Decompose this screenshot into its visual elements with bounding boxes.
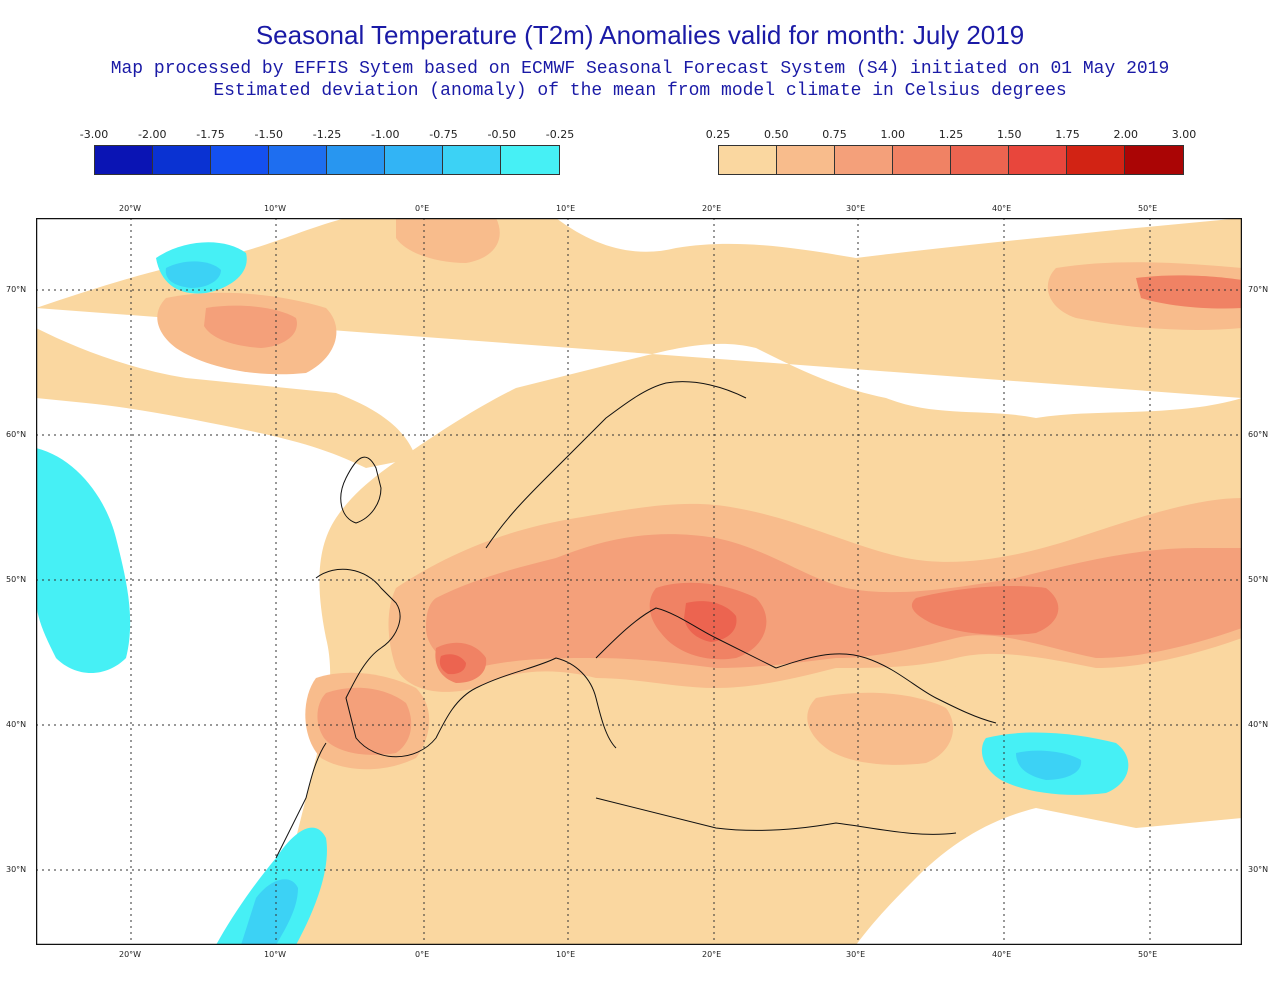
legend-positive-swatch-7 (1125, 146, 1183, 174)
legend-positive-swatch-2 (835, 146, 893, 174)
legend-negative-bar (94, 145, 560, 175)
legend-negative-swatch-1 (153, 146, 211, 174)
lon-tick-bottom-30e: 30°E (846, 950, 866, 959)
lat-tick-left-40n: 40°N (6, 720, 27, 729)
legend-positive-swatch-5 (1009, 146, 1067, 174)
legend-negative-label-1: -2.00 (138, 128, 167, 141)
lat-tick-right-30n: 30°N (1248, 865, 1269, 874)
legend-negative-label-5: -1.00 (371, 128, 400, 141)
lon-tick-top-0e: 0°E (415, 204, 430, 213)
legend-negative-label-8: -0.25 (545, 128, 575, 141)
lon-tick-top-30e: 30°E (846, 204, 866, 213)
legend-positive-label-2: 0.75 (822, 128, 847, 141)
legend-positive-swatch-6 (1067, 146, 1125, 174)
legend-positive-swatch-4 (951, 146, 1009, 174)
legend-negative-swatch-4 (327, 146, 385, 174)
lon-tick-bottom-10e: 10°E (556, 950, 576, 959)
lat-tick-right-60n: 60°N (1248, 430, 1269, 439)
legend-positive-label-8: 3.00 (1171, 128, 1197, 141)
lat-tick-left-70n: 70°N (6, 285, 27, 294)
legend-positive-label-6: 1.75 (1055, 128, 1080, 141)
legend-positive-label-1: 0.50 (764, 128, 789, 141)
anomaly-map (36, 218, 1242, 945)
legend-negative-swatch-7 (501, 146, 559, 174)
lon-tick-bottom-20w: 20°W (119, 950, 142, 959)
lon-tick-top-50e: 50°E (1138, 204, 1158, 213)
legend-negative-label-3: -1.50 (254, 128, 283, 141)
lon-tick-bottom-20e: 20°E (702, 950, 722, 959)
legend-positive-label-4: 1.25 (938, 128, 964, 141)
legend-negative-swatch-6 (443, 146, 501, 174)
legend-negative-label-4: -1.25 (312, 128, 342, 141)
anomaly-shading-075 (204, 305, 1242, 755)
lat-tick-left-60n: 60°N (6, 430, 27, 439)
lon-tick-top-40e: 40°E (992, 204, 1012, 213)
lon-tick-top-20w: 20°W (119, 204, 142, 213)
legend-positive-label-3: 1.00 (880, 128, 906, 141)
lat-tick-right-70n: 70°N (1248, 285, 1269, 294)
legend-negative-label-7: -0.50 (487, 128, 516, 141)
anomaly-shading-125 (439, 601, 737, 675)
legend-positive-swatch-1 (777, 146, 835, 174)
lon-tick-bottom-40e: 40°E (992, 950, 1012, 959)
graticule (36, 218, 1242, 945)
legend-positive-label-0: 0.25 (705, 128, 731, 141)
lat-tick-left-50n: 50°N (6, 575, 27, 584)
legend-negative-label-0: -3.00 (79, 128, 109, 141)
legend-positive-label-5: 1.50 (997, 128, 1022, 141)
lon-tick-top-10w: 10°W (264, 204, 287, 213)
legend-positive-swatch-0 (719, 146, 777, 174)
map-title: Seasonal Temperature (T2m) Anomalies val… (255, 20, 1025, 50)
legend-negative-swatch-2 (211, 146, 269, 174)
legend-negative-swatch-5 (385, 146, 443, 174)
legend-positive-swatch-3 (893, 146, 951, 174)
lon-tick-bottom-50e: 50°E (1138, 950, 1158, 959)
legend-positive-bar (718, 145, 1184, 175)
anomaly-shading-negative-050 (165, 261, 1082, 945)
lon-tick-bottom-10w: 10°W (264, 950, 287, 959)
lon-tick-bottom-0e: 0°E (415, 950, 430, 959)
legend-positive-label-7: 2.00 (1113, 128, 1139, 141)
map-subtitle-description: Estimated deviation (anomaly) of the mea… (213, 81, 1067, 101)
legend-negative-swatch-3 (269, 146, 327, 174)
legend-negative-label-6: -0.75 (429, 128, 458, 141)
map-frame (36, 218, 1242, 945)
legend-negative-label-2: -1.75 (196, 128, 225, 141)
legend-negative-swatch-0 (95, 146, 153, 174)
lon-tick-top-20e: 20°E (702, 204, 722, 213)
lat-tick-left-30n: 30°N (6, 865, 27, 874)
map-subtitle-processing: Map processed by EFFIS Sytem based on EC… (110, 59, 1170, 79)
lon-tick-top-10e: 10°E (556, 204, 576, 213)
lat-tick-right-40n: 40°N (1248, 720, 1269, 729)
lat-tick-right-50n: 50°N (1248, 575, 1269, 584)
coastlines (275, 381, 997, 859)
